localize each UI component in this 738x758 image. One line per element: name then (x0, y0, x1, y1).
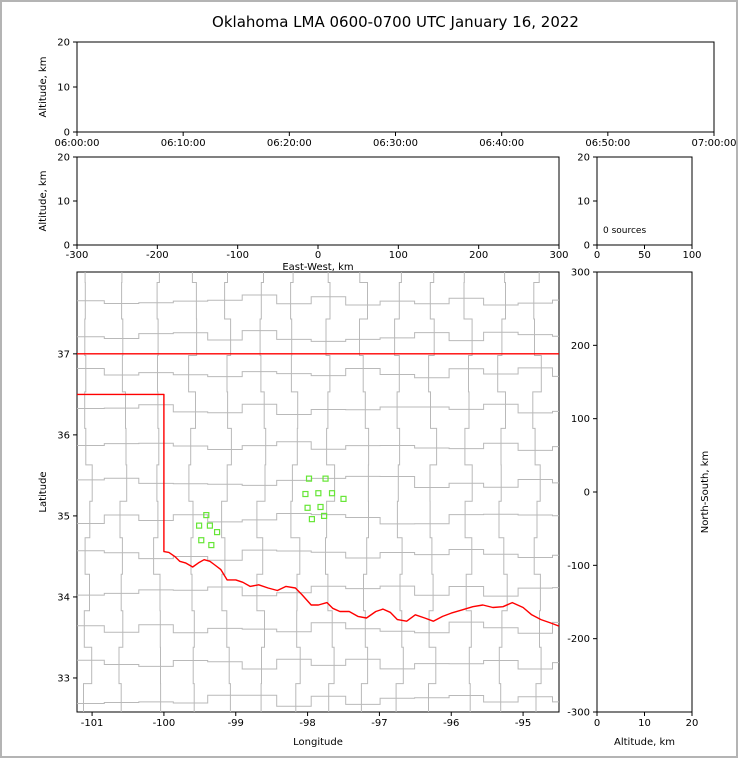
lma-station-marker (322, 475, 329, 482)
ew_height-xtick-label: -300 (66, 250, 89, 261)
ns_height-xtick-label: 20 (686, 718, 699, 729)
ns_height-frame (596, 271, 693, 713)
time_height-ytick-label: 20 (57, 38, 70, 49)
alt_source_histogram-xtick-label: 0 (594, 250, 600, 261)
lma-stations (196, 475, 347, 549)
map-content (77, 272, 559, 712)
time_height-xtick-label: 06:50:00 (585, 138, 630, 149)
ns_height-ytick-label: -300 (567, 708, 590, 719)
lma-station-marker (308, 516, 315, 523)
lma-station-marker (315, 490, 322, 497)
alt_source_histogram-xtick-label: 50 (638, 250, 651, 261)
time_height-frame (76, 41, 715, 133)
plan_view_map-xtick-label: -98 (299, 718, 315, 729)
time_height-xtick-label: 06:00:00 (55, 138, 100, 149)
ns_height-ytick-label: -200 (567, 634, 590, 645)
time_height-ytick-label: 10 (57, 83, 70, 94)
plan_view_map-xtick-label: -99 (228, 718, 244, 729)
county-boundaries (77, 272, 559, 712)
time_height-xtick-label: 06:10:00 (161, 138, 206, 149)
ns-height-panel: 0 10 20 300 200 100 0 -100 -200 -300 Altitude, km N… (567, 268, 711, 749)
figure-title: Oklahoma LMA 0600-0700 UTC January 16, 2… (212, 13, 579, 31)
ew_height-xtick-label: 300 (549, 250, 568, 261)
time_height-xtick-label: 06:30:00 (373, 138, 418, 149)
ew_height-ytick-label: 0 (64, 241, 70, 252)
plan_view_map-xtick-label: -100 (153, 718, 176, 729)
ns_height-xtick-label: 0 (594, 718, 600, 729)
plan_view_map-xtick-label: -96 (443, 718, 459, 729)
ns_height-xtick-label: 10 (638, 718, 651, 729)
y-axis-label: Altitude, km (38, 57, 49, 118)
ns_height-ytick-label: -100 (567, 561, 590, 572)
ew-height-panel: -300 -200 -100 0 100 200 300 0 10 20 Altitude, km E… (38, 153, 569, 274)
plan_view_map-ytick-label: 35 (57, 511, 70, 522)
x-axis-label: Longitude (293, 737, 343, 748)
ew_height-ytick-label: 20 (57, 153, 70, 164)
lma-station-marker (203, 511, 210, 519)
plan_view_map-xtick-label: -97 (371, 718, 387, 729)
time_height-xtick-label: 07:00:00 (692, 138, 736, 149)
ew_height-frame (76, 156, 560, 246)
alt-source-histogram-panel: 0 50 100 0 10 20 0 sources (577, 153, 701, 262)
time-height-panel: 06:00:00 06:10:00 06:20:00 06:30:00 06:40:00… (38, 38, 736, 150)
time_height-ytick-label: 0 (64, 128, 70, 139)
ns_height-ytick-label: 300 (571, 268, 590, 279)
alt_source_histogram-ytick-label: 0 (584, 241, 590, 252)
y-axis-label: Latitude (38, 471, 49, 512)
plan_view_map-ytick-label: 33 (57, 673, 70, 684)
lma-station-marker (208, 541, 215, 549)
lma-station-marker (198, 537, 205, 544)
x-axis-label: Altitude, km (614, 737, 675, 748)
plan_view_map-xtick-label: -95 (515, 718, 531, 729)
lma-station-marker (328, 490, 336, 497)
ns_height-ytick-label: 100 (571, 414, 590, 425)
y-axis-label: Altitude, km (38, 171, 49, 232)
lma-station-marker (302, 490, 309, 498)
alt_source_histogram-ytick-label: 20 (577, 153, 590, 164)
plan_view_map-frame (76, 271, 560, 713)
source-count-annotation: 0 sources (603, 226, 646, 236)
ew_height-xtick-label: 100 (389, 250, 408, 261)
state-border-west-south (77, 393, 559, 627)
ew_height-xtick-label: -200 (146, 250, 169, 261)
plan_view_map-ytick-label: 36 (57, 430, 70, 441)
ew_height-xtick-label: 200 (469, 250, 488, 261)
plan_view_map-xtick-label: -101 (81, 718, 104, 729)
alt_source_histogram-xtick-label: 100 (682, 250, 701, 261)
ew_height-ytick-label: 10 (57, 197, 70, 208)
plan-view-map-panel: -101 -100 -99 -98 -97 -96 -95 33 34 35 36 37 Latitud… (38, 271, 560, 748)
lma-station-marker (340, 495, 347, 502)
alt_source_histogram-ytick-label: 10 (577, 197, 590, 208)
plan_view_map-ytick-label: 37 (57, 349, 70, 360)
lma-station-marker (304, 504, 311, 511)
time_height-xtick-label: 06:40:00 (479, 138, 524, 149)
right-y-axis-label: North-South, km (700, 451, 711, 534)
ns_height-ytick-label: 200 (571, 341, 590, 352)
time_height-xtick-label: 06:20:00 (267, 138, 312, 149)
lma-station-marker (206, 522, 213, 529)
ew_height-xtick-label: 0 (315, 250, 321, 261)
lma-station-marker (317, 503, 324, 511)
lma-station-marker (196, 522, 203, 529)
plan_view_map-ytick-label: 34 (57, 592, 70, 603)
ns_height-ytick-label: 0 (584, 488, 590, 499)
lma-station-marker (305, 475, 313, 482)
lma-station-marker (321, 512, 328, 520)
ew_height-xtick-label: -100 (226, 250, 249, 261)
x-axis-label: East-West, km (282, 262, 353, 273)
lma-station-marker (213, 529, 221, 536)
